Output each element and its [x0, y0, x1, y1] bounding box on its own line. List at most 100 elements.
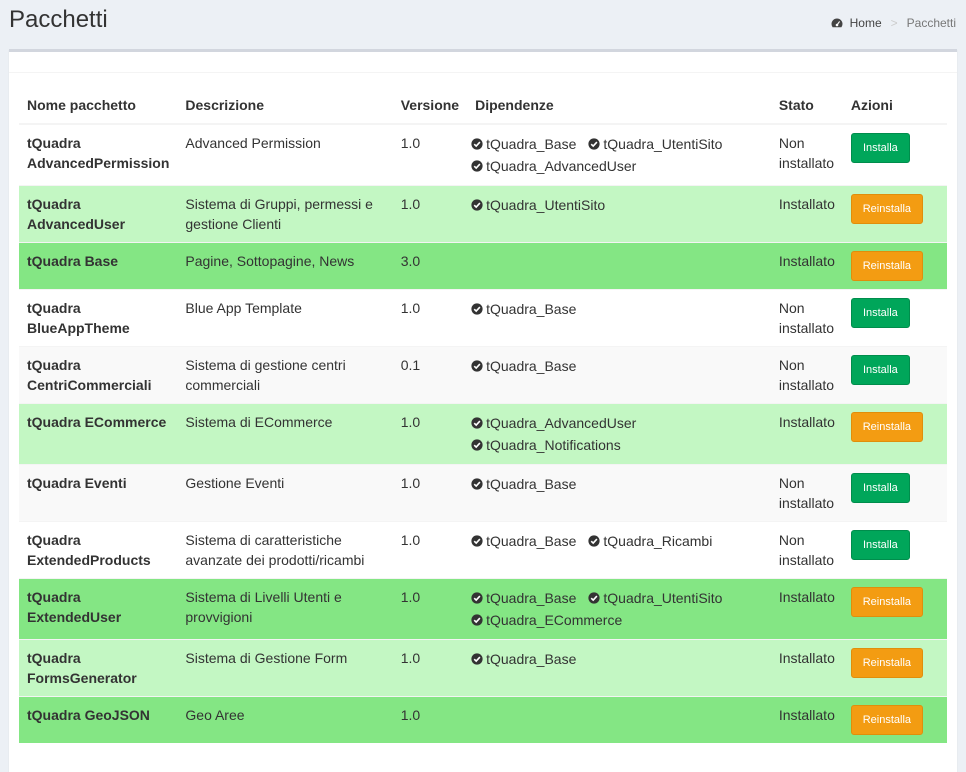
dependency-label: tQuadra_UtentiSito: [603, 136, 723, 152]
package-status: Non installato: [770, 346, 843, 404]
dependency-label: tQuadra_Base: [486, 476, 577, 492]
dependency-item: tQuadra_AdvancedUser: [471, 155, 636, 177]
table-row: tQuadra ExtendedUser Sistema di Livelli Ut…: [19, 578, 947, 640]
package-status: Installato: [770, 185, 843, 243]
dependency-label: tQuadra_Base: [486, 590, 577, 606]
dependency-item: tQuadra_Base: [471, 473, 576, 495]
package-description: Blue App Template: [177, 289, 393, 347]
package-actions: Reinstalla: [842, 578, 947, 640]
package-dependencies: [467, 696, 771, 743]
column-header-description[interactable]: Descrizione: [177, 86, 393, 125]
package-description: Pagine, Sottopagine, News: [177, 242, 393, 290]
package-name-cell: tQuadra Base: [19, 242, 178, 290]
dependency-item: tQuadra_Base: [471, 648, 576, 670]
install-button[interactable]: Installa: [850, 473, 910, 503]
dashboard-gauge-icon: [831, 18, 843, 27]
reinstall-button[interactable]: Reinstalla: [850, 251, 923, 281]
check-circle-icon: [471, 439, 483, 451]
table-header-row: Nome pacchetto Descrizione Versione Dipe…: [19, 86, 947, 125]
dependency-item: tQuadra_ECommerce: [471, 609, 622, 631]
package-status: Installato: [770, 403, 843, 465]
check-circle-icon: [588, 138, 600, 150]
column-header-version[interactable]: Versione: [392, 86, 468, 125]
check-circle-icon: [588, 592, 600, 604]
check-circle-icon: [471, 535, 483, 547]
dependency-item: tQuadra_Base: [471, 587, 576, 609]
packages-table: Nome pacchetto Descrizione Versione Dipe…: [19, 86, 947, 743]
breadcrumb-home-link[interactable]: Home: [831, 16, 882, 30]
package-actions: Installa: [842, 123, 947, 186]
dependency-item: tQuadra_AdvancedUser: [471, 412, 636, 434]
check-circle-icon: [471, 614, 483, 626]
package-actions: Installa: [842, 289, 947, 347]
dependency-label: tQuadra_AdvancedUser: [486, 158, 637, 174]
dependency-label: tQuadra_AdvancedUser: [486, 415, 637, 431]
package-version: 1.0: [392, 123, 468, 186]
install-button[interactable]: Installa: [850, 355, 910, 385]
dependency-item: tQuadra_Base: [471, 530, 576, 552]
reinstall-button[interactable]: Reinstalla: [850, 412, 923, 442]
dependency-label: tQuadra_UtentiSito: [603, 590, 723, 606]
page-title: Pacchetti: [9, 6, 108, 33]
package-status: Installato: [770, 578, 843, 640]
package-dependencies: [467, 242, 771, 290]
package-name-continued: AdvancedPermission: [27, 155, 170, 171]
dependency-label: tQuadra_Base: [486, 136, 577, 152]
package-name-continued: FormsGenerator: [27, 670, 137, 686]
package-dependencies: tQuadra_Base tQuadra_UtentiSito tQuadra_EC…: [467, 578, 771, 640]
package-version: 1.0: [392, 289, 468, 347]
check-circle-icon: [471, 478, 483, 490]
dependency-label: tQuadra_Base: [486, 651, 577, 667]
dependency-label: tQuadra_Base: [486, 358, 577, 374]
package-description: Sistema di caratteristiche avanzate dei …: [177, 521, 393, 579]
dependency-item: tQuadra_UtentiSito: [588, 133, 722, 155]
column-header-status[interactable]: Stato: [770, 86, 843, 125]
package-status: Non installato: [770, 464, 843, 522]
column-header-dependencies[interactable]: Dipendenze: [467, 86, 771, 125]
package-dependencies: tQuadra_Base: [467, 639, 771, 697]
breadcrumb-current: Pacchetti: [906, 16, 956, 30]
install-button[interactable]: Installa: [850, 530, 910, 560]
package-name: tQuadra: [27, 300, 81, 316]
package-description: Geo Aree: [177, 696, 393, 743]
dependency-item: tQuadra_Base: [471, 355, 576, 377]
package-dependencies: tQuadra_Base tQuadra_Ricambi: [467, 521, 771, 579]
reinstall-button[interactable]: Reinstalla: [850, 194, 923, 224]
table-row: tQuadra BlueAppTheme Blue App Template 1.0 t…: [19, 289, 947, 347]
check-circle-icon: [471, 417, 483, 429]
package-name: tQuadra: [27, 532, 81, 548]
dependency-label: tQuadra_UtentiSito: [486, 197, 606, 213]
column-header-actions[interactable]: Azioni: [842, 86, 947, 125]
dependency-label: tQuadra_ECommerce: [486, 612, 623, 628]
package-description: Sistema di Gruppi, permessi e gestione C…: [177, 185, 393, 243]
table-row: tQuadra CentriCommerciali Sistema di gesti…: [19, 346, 947, 404]
package-actions: Installa: [842, 464, 947, 522]
reinstall-button[interactable]: Reinstalla: [850, 648, 923, 678]
dependency-item: tQuadra_Base: [471, 298, 576, 320]
install-button[interactable]: Installa: [850, 133, 910, 163]
reinstall-button[interactable]: Reinstalla: [850, 587, 923, 617]
package-description: Gestione Eventi: [177, 464, 393, 522]
column-header-name[interactable]: Nome pacchetto: [19, 86, 178, 125]
check-circle-icon: [471, 360, 483, 372]
package-dependencies: tQuadra_Base: [467, 346, 771, 404]
breadcrumb-separator: >: [890, 16, 898, 30]
check-circle-icon: [471, 592, 483, 604]
content-header: Pacchetti Home > Pacchetti: [0, 0, 966, 48]
package-name-cell: tQuadra FormsGenerator: [19, 639, 178, 697]
packages-box: Nome pacchetto Descrizione Versione Dipe…: [9, 49, 957, 772]
check-circle-icon: [471, 653, 483, 665]
install-button[interactable]: Installa: [850, 298, 910, 328]
package-name: tQuadra Eventi: [27, 475, 127, 491]
package-name: tQuadra: [27, 357, 81, 373]
reinstall-button[interactable]: Reinstalla: [850, 705, 923, 735]
box-header: [9, 52, 957, 73]
package-status: Installato: [770, 696, 843, 743]
package-version: 1.0: [392, 403, 468, 465]
dependency-label: tQuadra_Base: [486, 301, 577, 317]
package-dependencies: tQuadra_Base tQuadra_UtentiSito tQuadra_Ad…: [467, 123, 771, 186]
package-name-cell: tQuadra AdvancedUser: [19, 185, 178, 243]
package-actions: Reinstalla: [842, 639, 947, 697]
dependency-item: tQuadra_UtentiSito: [588, 587, 722, 609]
package-name-cell: tQuadra ECommerce: [19, 403, 178, 465]
